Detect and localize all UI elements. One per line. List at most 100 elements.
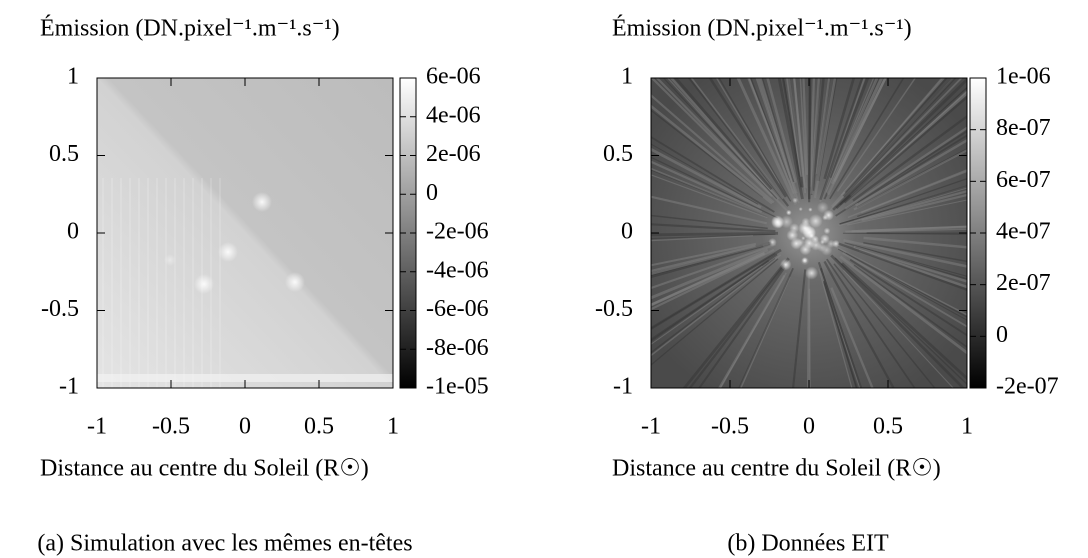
ray [810,78,821,195]
ray [651,241,772,276]
ray [860,170,967,214]
ray [808,78,812,200]
ray [688,264,786,388]
ray [835,130,967,217]
ray [816,78,838,182]
ray [847,169,967,219]
blob [798,207,803,212]
ray [843,269,954,388]
ray [651,244,756,273]
x-tick-label: -0.5 [711,414,749,440]
blob [816,201,829,214]
ray [651,248,782,331]
ray [651,156,778,219]
colorbar-tick-label: 2e-06 [426,141,481,167]
colorbar-tick-label: -2e-06 [426,219,489,245]
ray [808,78,811,203]
blob [780,258,792,271]
ray [820,267,863,388]
blob [801,236,806,241]
ray [785,78,802,177]
ray [651,94,775,204]
blob [808,214,823,229]
colorbar-tick-label: -1e-05 [426,374,489,400]
ray [738,267,794,388]
ray [655,78,789,212]
ray [750,78,790,180]
ray [842,78,957,198]
ray [651,251,766,307]
ray [662,78,778,200]
ray [844,242,967,277]
ray [839,87,967,206]
ray [830,254,966,388]
ray [787,78,805,188]
ray [651,168,768,217]
ray [816,78,831,176]
ray [792,78,806,188]
colorbar-tick-label: -6e-06 [426,296,489,322]
ray [792,269,807,388]
x-tick-label: 0.5 [304,414,334,440]
ray [835,78,963,207]
caption: (b) Données EIT [727,531,889,557]
ray [846,199,967,226]
blob [808,207,813,212]
ray [651,104,773,205]
blob [817,242,827,253]
ray [766,78,797,183]
ray [837,248,967,321]
ray [781,78,803,188]
ray [651,160,763,213]
blob [801,257,808,264]
ray [853,148,967,211]
chart-title: Émission (DN.pixel⁻¹.m⁻¹.s⁻¹) [40,16,340,42]
blob [786,209,792,216]
ray [819,78,866,203]
ray [819,78,864,201]
y-tick-label: -1 [613,374,633,400]
ray [863,236,967,249]
ray [845,252,967,318]
ray [854,138,967,207]
chart-title: Émission (DN.pixel⁻¹.m⁻¹.s⁻¹) [612,16,912,42]
ray [823,260,895,388]
ray [861,193,967,222]
ray [651,252,765,306]
ray [820,269,863,388]
y-tick-label: 1 [621,64,633,90]
x-tick-label: -1 [87,414,107,440]
ray [838,242,967,292]
ray [845,225,967,233]
y-tick-label: 1 [67,64,79,90]
blob [252,192,272,212]
ray [673,78,773,191]
y-tick-label: 0 [621,219,633,245]
blob [804,266,819,280]
blob [218,242,238,262]
x-tick-label: -0.5 [152,414,190,440]
ray [651,258,776,354]
ray [786,78,804,178]
ray [651,265,763,345]
ray [651,147,762,209]
ray [799,78,808,189]
ray [747,78,795,195]
ray [687,78,789,207]
ray [708,78,788,198]
blob [790,237,803,250]
ray [787,78,803,178]
ray [853,185,967,222]
colorbar-tick-label: 1e-06 [996,64,1051,90]
y-tick-label: -0.5 [595,296,633,322]
blob [164,254,176,266]
ray [838,190,967,227]
colorbar-tick-label: 8e-07 [996,115,1051,141]
ray [836,78,917,192]
artifact [97,374,393,382]
ray [802,78,809,175]
ray [718,78,792,202]
ray [651,243,777,290]
heatmap-image [97,78,393,388]
